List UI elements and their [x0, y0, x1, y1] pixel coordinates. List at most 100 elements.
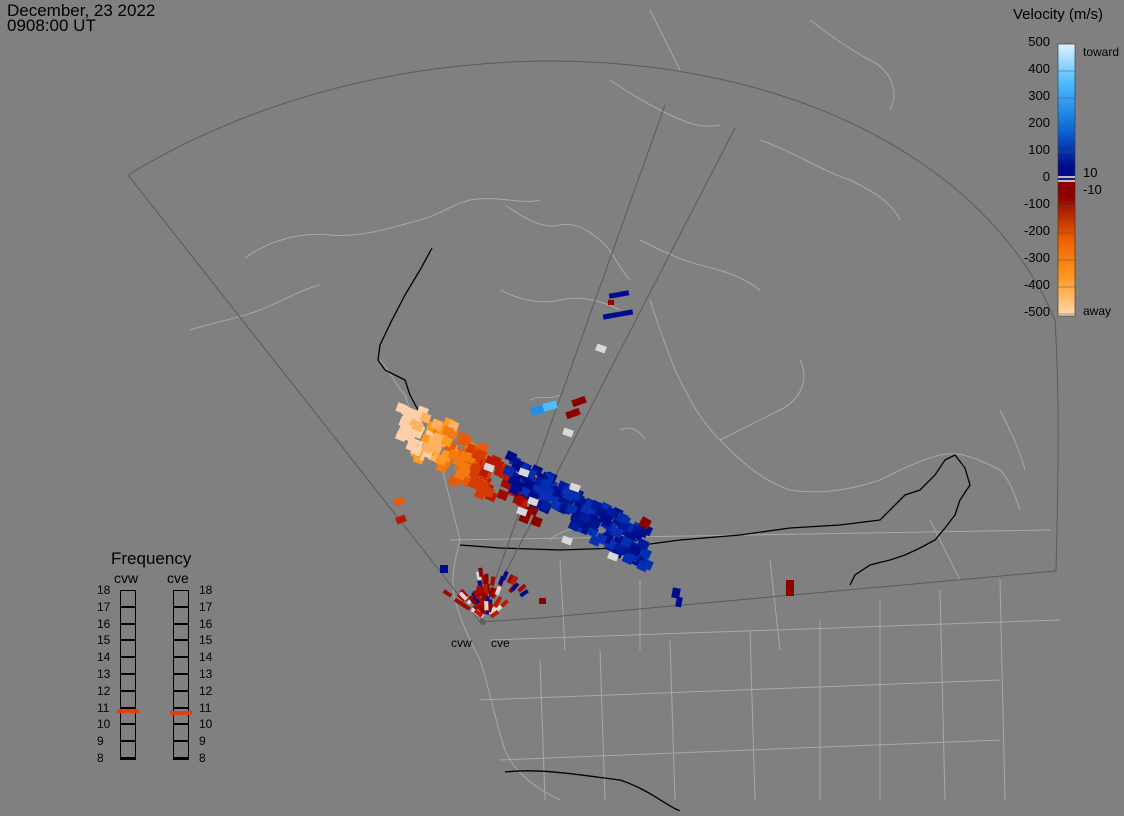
velocity-cell [489, 609, 500, 619]
velocity-cell [473, 608, 484, 618]
velocity-cell [565, 407, 581, 420]
freq-scale-cell [173, 623, 189, 641]
velocity-cell [421, 442, 434, 455]
freq-scale-cell [120, 758, 136, 760]
velocity-cell [403, 430, 417, 443]
velocity-cell [467, 477, 481, 490]
freq-scale-cell [120, 690, 136, 708]
velocity-cell [484, 601, 489, 611]
freq-scale-cell [120, 707, 136, 725]
velocity-cell [447, 475, 461, 488]
velocity-cell [405, 439, 419, 453]
freq-scale-cell [173, 590, 189, 607]
freq-scale-cell [120, 640, 136, 658]
velocity-cell [587, 517, 601, 531]
freq-scale-cell [120, 623, 136, 641]
velocity-cell [539, 478, 553, 491]
freq-scale-label: 15 [199, 633, 213, 648]
velocity-cell [565, 502, 579, 516]
velocity-cell [636, 538, 650, 551]
velocity-cell [615, 511, 629, 525]
velocity-cell [457, 460, 471, 473]
velocity-cell [447, 448, 461, 461]
freq-scale-label: 15 [97, 633, 111, 648]
velocity-cell [478, 483, 492, 496]
velocity-cell [561, 535, 573, 546]
velocity-cell [494, 595, 503, 606]
date-text: December, 23 2022 [7, 1, 156, 20]
freq-scale-cell [120, 724, 136, 742]
velocity-cell [473, 448, 487, 461]
freq-scale-label: 17 [199, 599, 213, 614]
freq-scale-label: 14 [199, 650, 213, 665]
velocity-cell [483, 462, 495, 473]
velocity-cell [460, 602, 471, 611]
freq-scale-cell [173, 724, 189, 742]
velocity-cell [508, 483, 522, 496]
colorbar-away-label: away [1083, 304, 1112, 318]
velocity-cell [496, 488, 510, 501]
colorbar-tick-label: 300 [1028, 88, 1050, 103]
velocity-cell [570, 511, 583, 525]
colorbar-toward-label: toward [1083, 45, 1120, 59]
velocity-cell [539, 598, 546, 604]
velocity-cell [640, 558, 654, 571]
velocity-cell [499, 599, 509, 609]
freq-scale-cell [173, 657, 189, 674]
freq-scale-cell [173, 741, 189, 758]
velocity-cell [595, 343, 607, 354]
radar-fov [127, 60, 1059, 623]
velocity-cell [481, 591, 487, 601]
velocity-cell [607, 551, 619, 562]
velocity-cell [518, 467, 530, 478]
velocity-cell [675, 596, 683, 608]
freq-scale-label: 10 [97, 717, 111, 732]
velocity-cell [569, 482, 581, 493]
colorbar-tick-label: -200 [1023, 223, 1050, 238]
freq-scale-cell [173, 707, 189, 725]
velocity-cell [608, 300, 614, 305]
freq-scale-label: 18 [199, 583, 213, 597]
freq-scale-label: 13 [97, 667, 111, 681]
velocity-cell [468, 595, 477, 605]
freq-scale-label: 16 [97, 616, 111, 631]
velocity-cell [512, 493, 525, 506]
velocity-cell [457, 431, 470, 444]
velocity-cell [600, 513, 614, 526]
freq-scale-label: 11 [97, 700, 110, 715]
velocity-cell [613, 542, 627, 556]
velocity-cell [629, 544, 642, 557]
velocity-cell [484, 573, 489, 583]
colorbar-tick-label: -100 [1023, 196, 1050, 211]
velocity-cell [530, 515, 543, 528]
velocity-cell [494, 585, 502, 596]
colorbar-title: Velocity (m/s) [1013, 6, 1104, 23]
freq-scale-label: 12 [199, 683, 213, 698]
velocity-cell [477, 604, 486, 615]
freq-scale-cell [173, 640, 189, 658]
freq-scale-cell [173, 606, 189, 624]
velocity-cell [409, 409, 423, 422]
velocity-cell [530, 404, 546, 416]
colorbar-tick-label: 400 [1028, 61, 1050, 76]
velocity-cell [610, 526, 624, 539]
velocity-cell [509, 575, 519, 586]
freq-scale-label: 9 [97, 734, 104, 749]
velocity-cell [469, 462, 483, 475]
colorbar-tick-label: -500 [1023, 304, 1050, 319]
colorbar-tick-label: -300 [1023, 250, 1050, 265]
velocity-colorbar [1057, 43, 1076, 317]
velocity-cell [418, 411, 432, 424]
radar-site-marker [480, 619, 486, 625]
velocity-cell [594, 532, 608, 546]
velocity-cell [602, 309, 634, 320]
velocity-cell [440, 565, 448, 573]
freq-scale-cell [120, 657, 136, 674]
freq-marker [170, 710, 192, 715]
velocity-cell [518, 512, 531, 525]
colorbar-inner-label-pos: 10 [1083, 165, 1098, 180]
velocity-cell [498, 575, 505, 586]
velocity-cell [488, 606, 497, 616]
